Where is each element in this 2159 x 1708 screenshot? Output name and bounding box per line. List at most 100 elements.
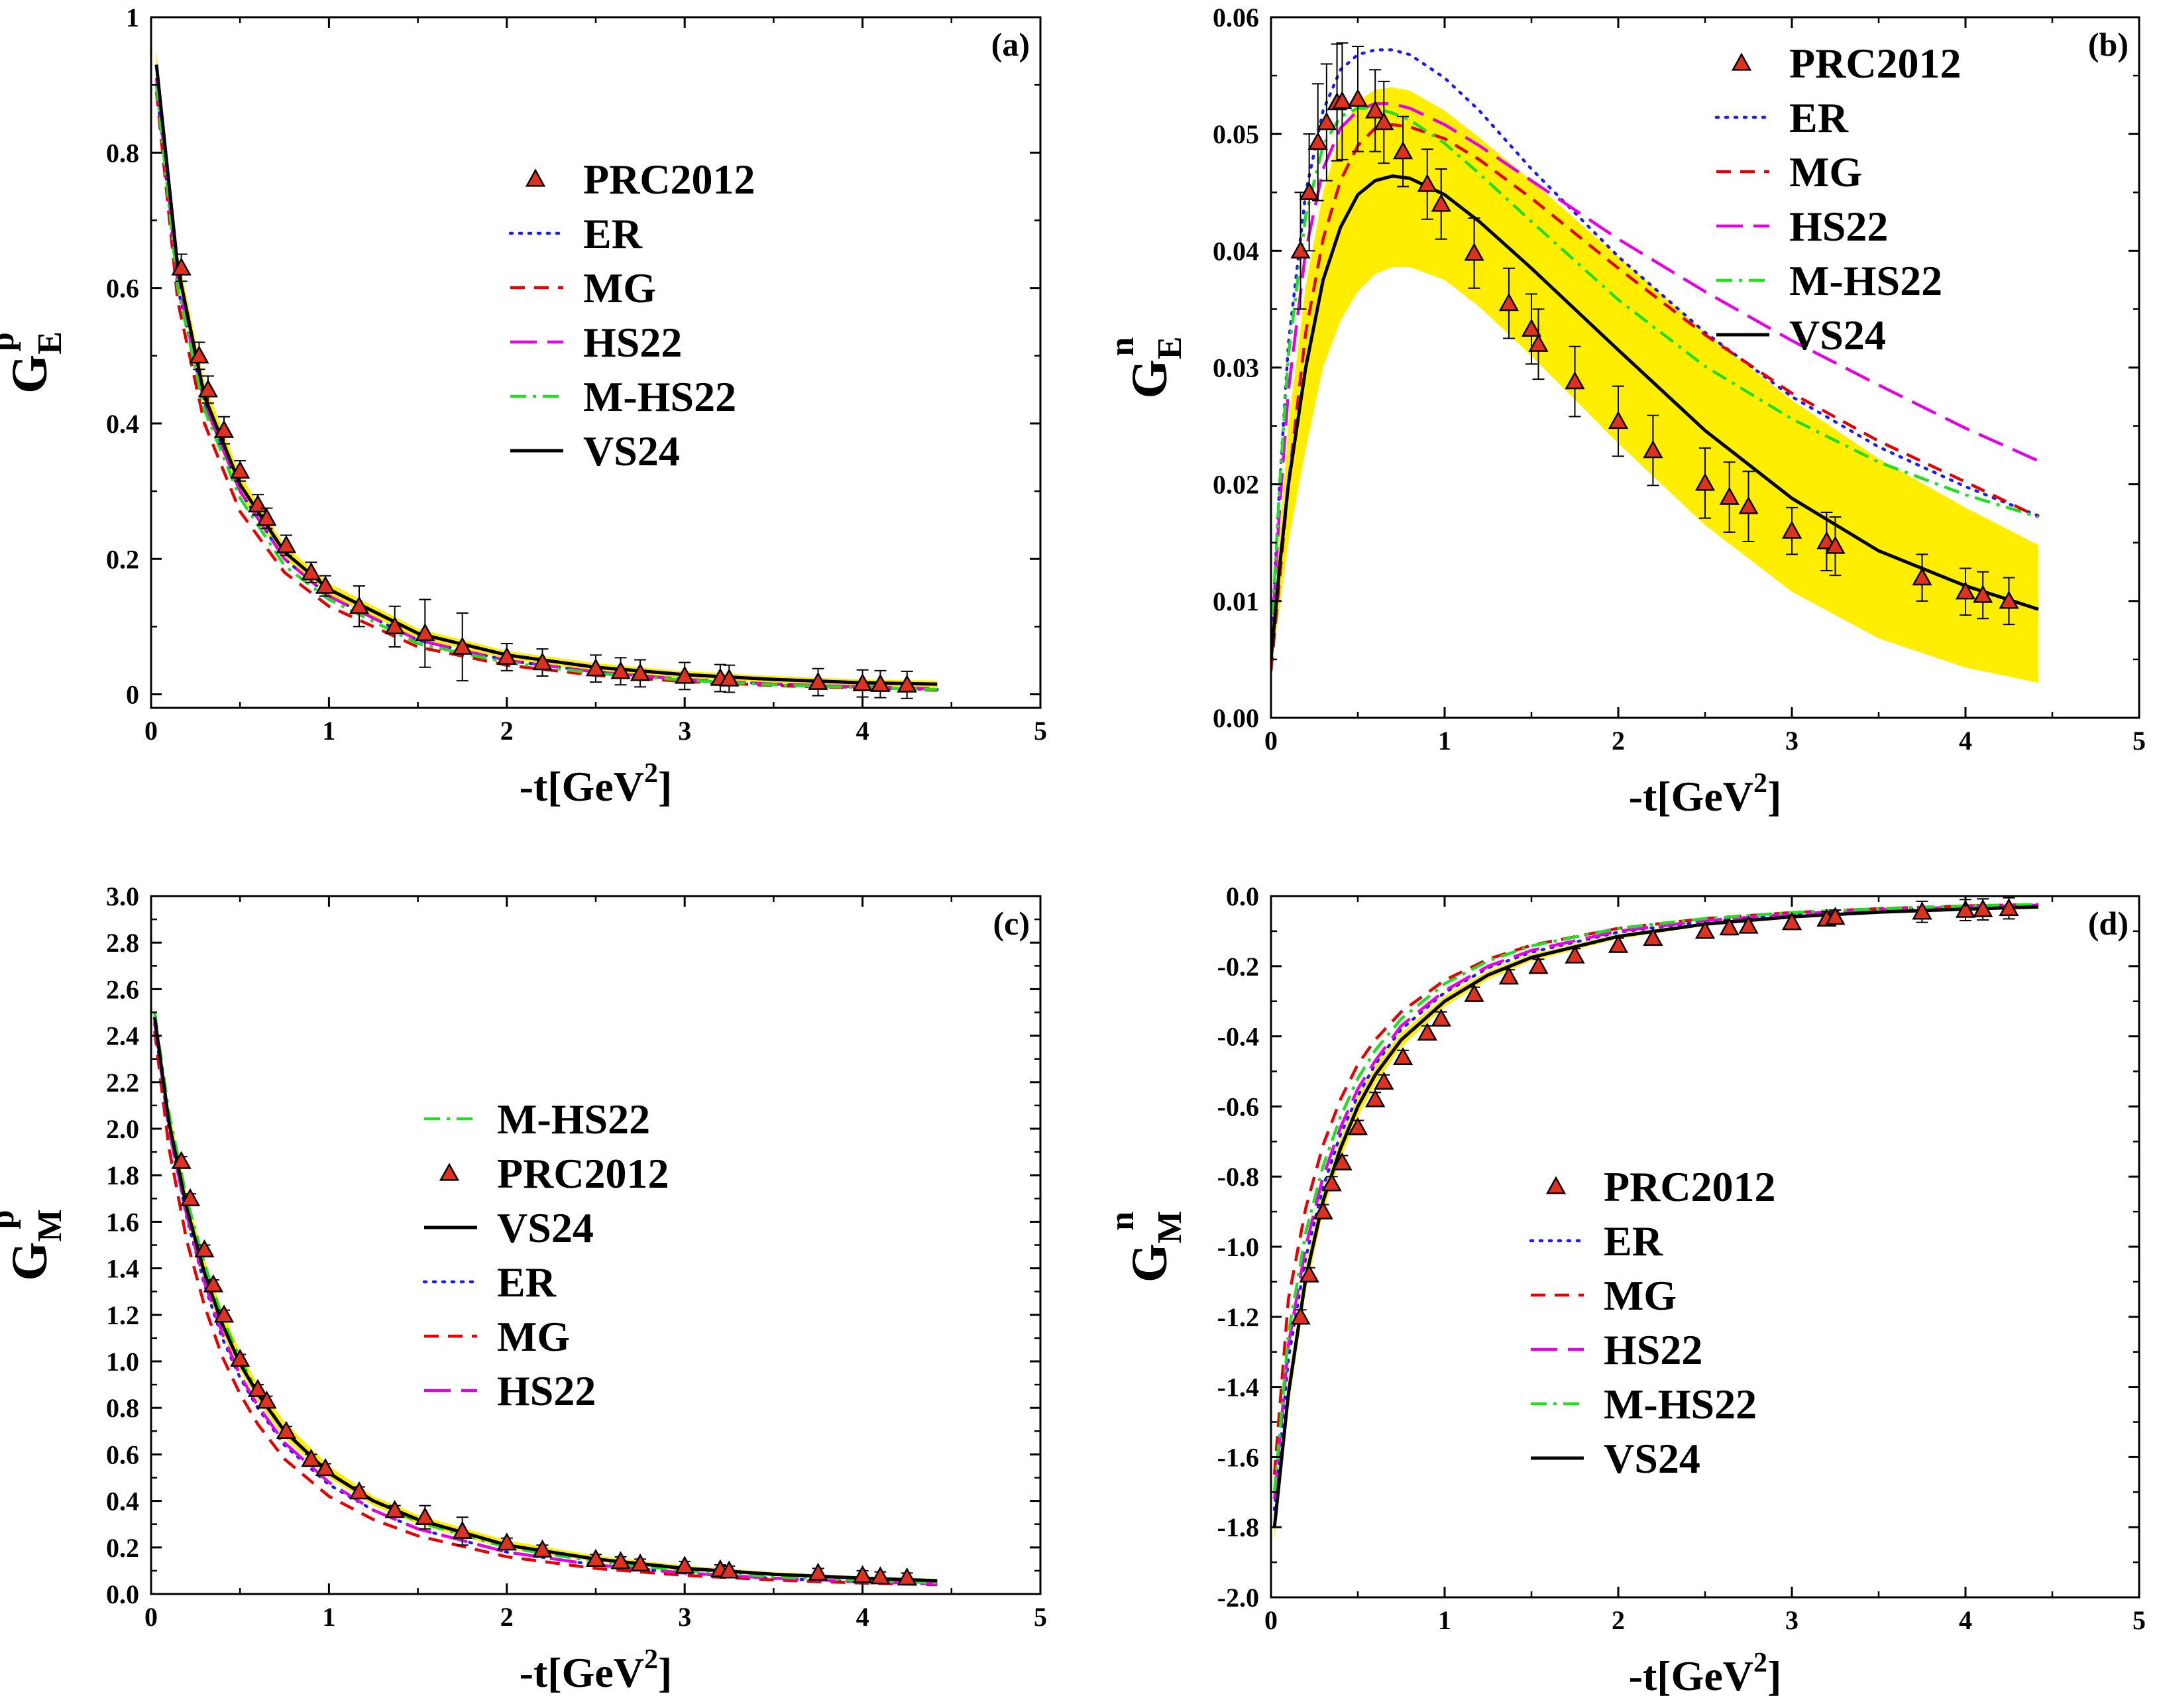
data-point [1347,88,1368,107]
legend-label-prc2012: PRC2012 [1789,40,1962,87]
y-axis-label-sub: E [1151,337,1189,360]
legend: M-HS22 PRC2012 VS24 ER MG HS22 [422,1096,669,1414]
y-tick-label: 2.0 [106,1114,139,1144]
data-point [1417,1022,1437,1041]
y-axis-label-sub: E [31,331,69,355]
y-tick-label: 1.6 [106,1207,139,1237]
data-point [1521,318,1542,337]
x-tick-label: 0 [1264,1605,1278,1635]
legend: PRC2012 ER MG HS22 M-HS22 VS24 [1529,1163,1776,1482]
series-mg-line [154,91,938,692]
data-point [213,1304,235,1323]
y-tick-label: 2.6 [106,974,139,1004]
data-point [213,420,235,438]
data-point [870,673,891,692]
y-axis-label: GEp [0,331,69,394]
data-point [496,646,517,665]
y-tick-label: 0.4 [106,1487,139,1516]
data-point [1332,1152,1353,1170]
data-point [532,652,553,671]
x-tick-label: 5 [1034,716,1047,746]
x-tick-label: 3 [1785,726,1799,756]
legend-label-hs22: HS22 [1604,1326,1702,1373]
legend-label-er: ER [1604,1218,1663,1265]
legend-label-prc2012: PRC2012 [497,1150,669,1197]
y-tick-label: -0.2 [1217,952,1259,982]
data-point [230,460,250,479]
y-axis-label-sup: p [0,332,21,351]
data-point [180,1188,201,1206]
data-point [675,1556,695,1574]
data-point [1719,917,1740,936]
y-tick-label: 1.2 [106,1300,139,1330]
panel-label: (d) [2088,905,2129,942]
x-axis-label-sup: 2 [1753,1648,1767,1678]
plot-area [152,1007,939,1587]
x-tick-label: 1 [1438,1605,1451,1635]
data-point [1374,111,1394,131]
data-point [256,508,277,526]
y-axis-label-main: G [1122,359,1178,398]
data-point [1307,131,1328,150]
y-axis-label-sub: M [31,1209,69,1241]
x-axis-label: -t[GeV2] [1629,1648,1782,1699]
y-axis-label-sup: n [1103,337,1141,357]
x-tick-label: 2 [500,716,514,746]
series-hs22-line [154,78,938,691]
data-point [897,674,917,693]
data-point [610,1551,631,1569]
series-m-hs22-line [1271,107,2039,648]
legend-label-vs24: VS24 [1604,1435,1700,1482]
x-tick-label: 4 [856,1602,869,1632]
y-tick-label: 1.8 [106,1161,139,1190]
y-tick-label: -1.4 [1217,1373,1259,1402]
y-tick-label: 0.6 [106,1440,139,1469]
series-mg-line [1271,123,2039,671]
legend: PRC2012 ER MG HS22 M-HS22 VS24 [508,156,755,475]
data-point [276,535,297,553]
y-tick-label: 0.06 [1213,3,1259,32]
data-point [1825,536,1846,554]
x-tick-label: 5 [2132,1605,2146,1635]
data-point [1643,440,1663,459]
plot-area [1271,42,2040,683]
legend-label-mg: MG [1789,148,1862,196]
x-axis-label-main: -t[GeV [1629,1652,1753,1699]
x-axis-label-tail: ] [1767,773,1781,820]
legend-label-mg: MG [497,1313,570,1360]
data-point [1365,100,1386,119]
x-axis-label: -t[GeV2] [520,758,673,810]
legend-label-vs24: VS24 [583,427,680,475]
data-point [171,257,192,276]
data-point [1332,91,1353,109]
x-tick-label: 5 [1034,1602,1047,1632]
data-point [1999,591,2019,609]
data-point [1392,1047,1413,1065]
x-tick-label: 4 [1959,1605,1972,1635]
x-axis-label-tail: ] [1767,1652,1781,1699]
data-point [315,575,336,594]
y-tick-label: 0.00 [1213,703,1259,733]
y-tick-label: -0.4 [1217,1022,1259,1052]
data-point [1719,486,1740,505]
x-tick-label: 0 [1264,726,1278,756]
data-point [1431,194,1451,212]
y-tick-label: 0.02 [1213,470,1259,500]
y-tick-label: 3.0 [106,882,139,911]
plot-frame [150,895,1042,1595]
y-tick-label: 1 [126,3,139,32]
x-tick-label: 0 [144,716,158,746]
panel-label: (a) [991,26,1030,63]
data-point [415,1507,435,1525]
y-tick-label: 1.4 [106,1254,139,1284]
panel-d: 0 1 2 3 4 5-2.0-1.8-1.6-1.4-1.2-1.0-0.8-0.6-0… [1103,882,2146,1699]
series-m-hs22-line [153,1012,938,1585]
x-tick-label: 5 [2132,726,2146,756]
plot-area [154,51,939,699]
legend-label-mg: MG [1604,1272,1677,1319]
x-tick-label: 3 [1785,1605,1799,1635]
data-point [1608,410,1629,429]
data-point [852,1565,873,1583]
data-point [532,1539,553,1558]
legend-label-vs24: VS24 [1789,312,1886,359]
